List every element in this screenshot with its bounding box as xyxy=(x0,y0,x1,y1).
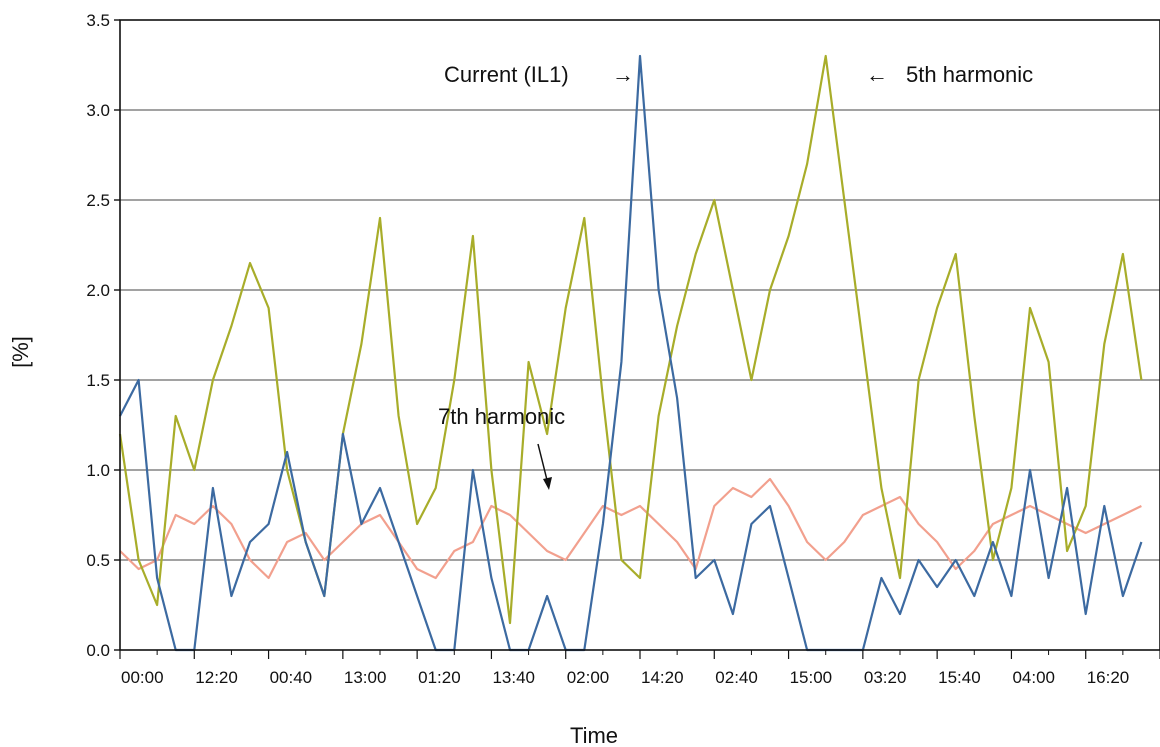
y-tick-label: 0.5 xyxy=(86,551,110,570)
x-tick-label: 15:40 xyxy=(938,668,981,687)
x-tick-label: 02:00 xyxy=(567,668,610,687)
x-tick-label: 14:20 xyxy=(641,668,684,687)
x-tick-label: 03:20 xyxy=(864,668,907,687)
x-tick-label: 00:40 xyxy=(270,668,313,687)
x-axis-title: Time xyxy=(570,723,618,747)
series-line-current-il1 xyxy=(119,54,1143,652)
annotation-7th-arrowhead-icon xyxy=(543,477,552,490)
x-tick-label: 13:00 xyxy=(344,668,387,687)
annotation-7th-harmonic: 7th harmonic xyxy=(438,404,565,490)
x-tick-label: 04:00 xyxy=(1012,668,1055,687)
x-tick-label: 12:20 xyxy=(195,668,238,687)
plot-area-frame xyxy=(119,19,1160,651)
series-line-5th-harmonic xyxy=(118,54,1143,625)
y-tick-label: 1.5 xyxy=(86,371,110,390)
x-tick-label: 13:40 xyxy=(492,668,535,687)
y-tick-label: 2.0 xyxy=(86,281,110,300)
x-tick-label: 15:00 xyxy=(790,668,833,687)
x-tick-label: 16:20 xyxy=(1087,668,1130,687)
x-tick-label: 02:40 xyxy=(715,668,758,687)
y-tick-label: 3.0 xyxy=(86,101,110,120)
x-tick-label: 00:00 xyxy=(121,668,164,687)
y-tick-label: 0.0 xyxy=(86,641,110,660)
x-tick-label: 01:20 xyxy=(418,668,461,687)
annotation-current-arrow-icon: → xyxy=(612,62,634,87)
annotation-5th-label: 5th harmonic xyxy=(906,62,1033,87)
annotation-7th-label: 7th harmonic xyxy=(438,404,565,429)
annotation-current-il1: Current (IL1) → xyxy=(444,62,634,87)
y-axis-ticks: 0.0 0.5 1.0 1.5 2.0 2.5 3.0 3.5 xyxy=(86,11,120,660)
annotation-5th-arrow-icon: ← xyxy=(866,62,888,87)
y-tick-label: 2.5 xyxy=(86,191,110,210)
series-line-7th-harmonic xyxy=(119,477,1142,580)
x-axis-ticks: 00:00 12:20 00:40 13:00 01:20 13:40 02:00 14:20… xyxy=(119,650,1160,687)
annotation-5th-harmonic: ← 5th harmonic xyxy=(866,62,1033,87)
y-axis-title: [%] xyxy=(8,336,33,368)
annotation-current-label: Current (IL1) xyxy=(444,62,569,87)
annotation-7th-arrow-icon xyxy=(537,443,549,485)
y-tick-label: 1.0 xyxy=(86,461,110,480)
series-lines xyxy=(118,54,1143,652)
y-tick-label: 3.5 xyxy=(86,11,110,30)
